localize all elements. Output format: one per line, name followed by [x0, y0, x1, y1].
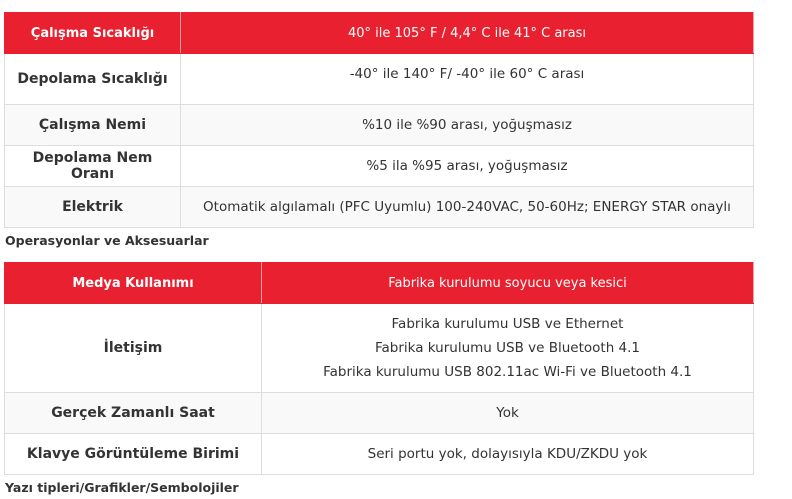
header-key: Çalışma Sıcaklığı — [4, 12, 181, 54]
table-row: Gerçek Zamanlı Saat Yok — [4, 392, 754, 434]
value-line: Fabrika kurulumu USB ve Ethernet — [391, 316, 624, 332]
row-key: Gerçek Zamanlı Saat — [4, 392, 262, 434]
row-value: Seri portu yok, dolayısıyla KDU/ZKDU yok — [261, 433, 754, 475]
header-key: Medya Kullanımı — [4, 262, 262, 304]
row-key: Depolama Nem Oranı — [4, 145, 181, 187]
table-row: Depolama Nem Oranı %5 ila %95 arası, yoğ… — [4, 145, 754, 187]
operations-accessories-table: Medya Kullanımı Fabrika kurulumu soyucu … — [4, 262, 754, 475]
section-heading: Operasyonlar ve Aksesuarlar — [5, 233, 209, 248]
header-value: Fabrika kurulumu soyucu veya kesici — [261, 262, 754, 304]
row-key: İletişim — [4, 303, 262, 393]
row-value: %10 ile %90 arası, yoğuşmasız — [180, 104, 754, 146]
table-row: Elektrik Otomatik algılamalı (PFC Uyumlu… — [4, 186, 754, 228]
table-row: Çalışma Nemi %10 ile %90 arası, yoğuşmas… — [4, 104, 754, 146]
row-key: Klavye Görüntüleme Birimi — [4, 433, 262, 475]
table-row: Depolama Sıcaklığı -40° ile 140° F/ -40°… — [4, 53, 754, 105]
row-value: %5 ila %95 arası, yoğuşmasız — [180, 145, 754, 187]
table-row: İletişim Fabrika kurulumu USB ve Etherne… — [4, 303, 754, 393]
environment-specs-table: Çalışma Sıcaklığı 40° ile 105° F / 4,4° … — [4, 12, 754, 228]
table-header-row: Çalışma Sıcaklığı 40° ile 105° F / 4,4° … — [4, 12, 754, 54]
table-header-row: Medya Kullanımı Fabrika kurulumu soyucu … — [4, 262, 754, 304]
table-row: Klavye Görüntüleme Birimi Seri portu yok… — [4, 433, 754, 475]
row-value: Otomatik algılamalı (PFC Uyumlu) 100-240… — [180, 186, 754, 228]
row-key: Elektrik — [4, 186, 181, 228]
value-line: Fabrika kurulumu USB 802.11ac Wi-Fi ve B… — [323, 364, 692, 380]
value-line: Fabrika kurulumu USB ve Bluetooth 4.1 — [374, 340, 641, 356]
section-heading: Yazı tipleri/Grafikler/Sembolojiler — [5, 480, 239, 495]
row-value: Fabrika kurulumu USB ve Ethernet Fabrika… — [261, 303, 754, 393]
row-key: Çalışma Nemi — [4, 104, 181, 146]
row-value: Yok — [261, 392, 754, 434]
header-value: 40° ile 105° F / 4,4° C ile 41° C arası — [180, 12, 754, 54]
row-key: Depolama Sıcaklığı — [4, 53, 181, 105]
row-value: -40° ile 140° F/ -40° ile 60° C arası — [180, 53, 754, 105]
